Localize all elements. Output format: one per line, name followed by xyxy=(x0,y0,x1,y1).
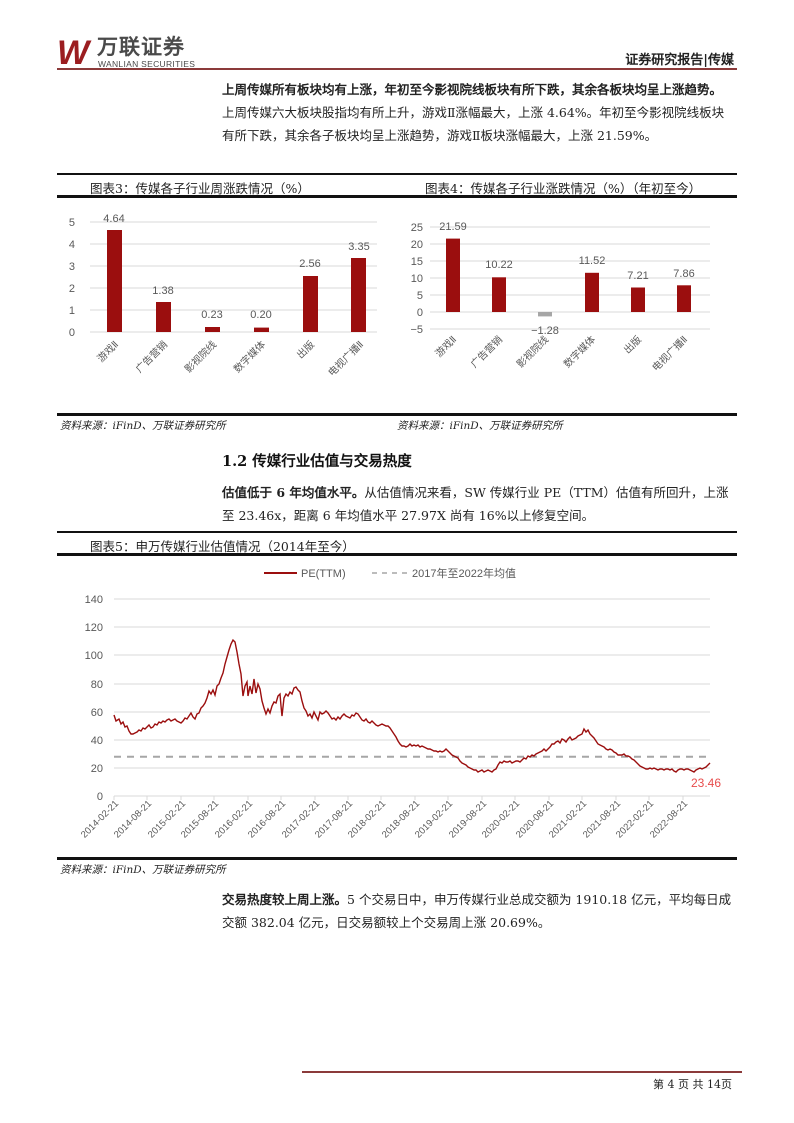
pe-line xyxy=(113,638,711,773)
x-axis-ticks xyxy=(113,796,684,800)
svg-text:广告营销: 广告营销 xyxy=(133,338,170,375)
figure3-title: 图表3：传媒各子行业周涨跌情况（%） xyxy=(90,181,310,196)
svg-text:25: 25 xyxy=(411,222,423,234)
figure-bottom-rule xyxy=(57,413,737,416)
svg-text:21.59: 21.59 xyxy=(439,221,467,233)
svg-text:7.21: 7.21 xyxy=(627,270,648,282)
svg-text:−1.28: −1.28 xyxy=(531,325,559,337)
svg-text:3.35: 3.35 xyxy=(348,241,369,253)
figure-top-rule xyxy=(57,173,737,175)
logo-english-name: WANLIAN SECURITIES xyxy=(98,59,196,69)
svg-text:120: 120 xyxy=(85,622,103,634)
svg-text:影视院线: 影视院线 xyxy=(182,338,219,375)
bars xyxy=(107,230,366,332)
svg-text:1.38: 1.38 xyxy=(152,285,173,297)
x-axis-labels: 游戏Ⅱ 广告营销 影视院线 数字媒体 出版 电视广播Ⅱ xyxy=(432,333,690,374)
svg-text:电视广播Ⅱ: 电视广播Ⅱ xyxy=(649,333,690,374)
header-divider xyxy=(57,68,737,70)
svg-text:电视广播Ⅱ: 电视广播Ⅱ xyxy=(325,338,366,379)
x-axis-labels: 游戏Ⅱ 广告营销 影视院线 数字媒体 出版 电视广播Ⅱ xyxy=(94,338,366,379)
page-number: 第 4 页 共 14页 xyxy=(653,1078,732,1091)
figure5-source: 资料来源：iFinD、万联证券研究所 xyxy=(60,864,226,876)
svg-text:数字媒体: 数字媒体 xyxy=(561,333,598,370)
svg-text:4: 4 xyxy=(69,239,75,251)
y-axis-labels: 140 120 100 80 60 40 20 0 xyxy=(85,594,103,803)
section-title: 1.2 传媒行业估值与交易热度 xyxy=(222,453,412,470)
last-value-label: 23.46 xyxy=(691,776,721,790)
y-axis-labels: 25 20 15 10 5 0 −5 xyxy=(410,222,423,336)
data-labels: 4.64 1.38 0.23 0.20 2.56 3.35 xyxy=(103,213,369,321)
bars xyxy=(446,238,691,317)
svg-text:100: 100 xyxy=(85,650,103,662)
y-axis-grid xyxy=(90,221,377,333)
valuation-paragraph: 估值低于 6 年均值水平。从估值情况来看，SW 传媒行业 PE（TTM）估值有所… xyxy=(222,481,734,527)
svg-text:7.86: 7.86 xyxy=(673,268,694,280)
svg-text:出版: 出版 xyxy=(621,333,644,356)
figure4-source: 资料来源：iFinD、万联证券研究所 xyxy=(397,420,563,432)
svg-text:游戏Ⅱ: 游戏Ⅱ xyxy=(432,333,459,360)
svg-text:0: 0 xyxy=(69,327,75,339)
trading-body: 5 个交易日中，申万传媒行业总成交额为 1910.18 亿元，平均每日成交额 3… xyxy=(222,892,732,930)
svg-text:游戏Ⅱ: 游戏Ⅱ xyxy=(94,338,121,365)
logo-chinese-name: 万联证券 xyxy=(97,36,185,59)
legend-mean-label: 2017年至2022年均值 xyxy=(412,566,516,580)
svg-text:0.23: 0.23 xyxy=(201,309,222,321)
svg-text:5: 5 xyxy=(417,290,423,302)
figure5-title-rule xyxy=(57,553,737,556)
svg-text:0: 0 xyxy=(417,307,423,319)
svg-text:140: 140 xyxy=(85,594,103,606)
svg-text:80: 80 xyxy=(91,679,103,691)
figure4-chart: 25 20 15 10 5 0 −5 21.59 10.22 −1.28 11.52 7.2… xyxy=(410,221,710,374)
figure-title-rule xyxy=(57,195,737,198)
svg-text:5: 5 xyxy=(69,217,75,229)
data-labels: 21.59 10.22 −1.28 11.52 7.21 7.86 xyxy=(439,221,694,337)
svg-text:4.64: 4.64 xyxy=(103,213,124,225)
figure5-title: 图表5：申万传媒行业估值情况（2014年至今） xyxy=(90,539,355,554)
svg-text:广告营销: 广告营销 xyxy=(468,333,505,370)
chart-legend: PE(TTM) 2017年至2022年均值 xyxy=(264,566,516,580)
intro-paragraph: 上周传媒所有板块均有上涨，年初至今影视院线板块有所下跌，其余各板块均呈上涨趋势。… xyxy=(222,78,734,147)
intro-bold-lead: 上周传媒所有板块均有上涨，年初至今影视院线板块有所下跌，其余各板块均呈上涨趋势。 xyxy=(222,82,723,97)
svg-text:2: 2 xyxy=(69,283,75,295)
svg-text:20: 20 xyxy=(91,763,103,775)
y-axis-labels: 5 4 3 2 1 0 xyxy=(69,217,75,339)
figure3-source: 资料来源：iFinD、万联证券研究所 xyxy=(60,420,226,432)
svg-text:−5: −5 xyxy=(410,324,423,336)
trading-bold-lead: 交易热度较上周上涨。 xyxy=(222,892,348,907)
footer-divider xyxy=(302,1071,742,1073)
svg-text:2.56: 2.56 xyxy=(299,258,320,270)
svg-text:40: 40 xyxy=(91,735,103,747)
svg-text:15: 15 xyxy=(411,256,423,268)
svg-text:1: 1 xyxy=(69,305,75,317)
x-axis-labels: 2014-02-21 2014-08-21 2015-02-21 2015-08… xyxy=(79,798,690,840)
svg-text:60: 60 xyxy=(91,707,103,719)
svg-text:3: 3 xyxy=(69,261,75,273)
logo-mark: W xyxy=(57,34,89,72)
intro-body: 上周传媒六大板块股指均有所上升，游戏Ⅱ涨幅最大，上涨 4.64%。年初至今影视院… xyxy=(222,105,725,143)
svg-text:0: 0 xyxy=(97,791,103,803)
svg-text:10.22: 10.22 xyxy=(485,259,513,271)
y-axis-grid xyxy=(114,598,710,797)
valuation-bold-lead: 估值低于 6 年均值水平。 xyxy=(222,485,365,500)
figure5-chart: PE(TTM) 2017年至2022年均值 140 120 100 80 60 40 2… xyxy=(79,566,721,840)
svg-text:10: 10 xyxy=(411,273,423,285)
report-type: 证券研究报告|传媒 xyxy=(625,53,734,68)
figure4-title: 图表4：传媒各子行业涨跌情况（%）（年初至今） xyxy=(425,181,702,196)
figure5-top-rule xyxy=(57,531,737,533)
svg-text:数字媒体: 数字媒体 xyxy=(231,338,268,375)
figure3-chart: 5 4 3 2 1 0 4.64 1.38 0.23 0.20 2.56 3.35 游戏Ⅱ 广… xyxy=(69,213,377,379)
svg-text:0.20: 0.20 xyxy=(250,309,271,321)
y-axis-grid xyxy=(430,226,710,330)
valuation-body: 从估值情况来看，SW 传媒行业 PE（TTM）估值有所回升，上涨至 23.46x… xyxy=(222,485,729,523)
svg-text:出版: 出版 xyxy=(294,338,317,361)
figure5-bottom-rule xyxy=(57,857,737,860)
svg-text:20: 20 xyxy=(411,239,423,251)
trading-paragraph: 交易热度较上周上涨。5 个交易日中，申万传媒行业总成交额为 1910.18 亿元… xyxy=(222,888,734,934)
svg-text:影视院线: 影视院线 xyxy=(514,333,551,370)
legend-pe-label: PE(TTM) xyxy=(301,568,346,580)
svg-text:11.52: 11.52 xyxy=(579,255,606,267)
